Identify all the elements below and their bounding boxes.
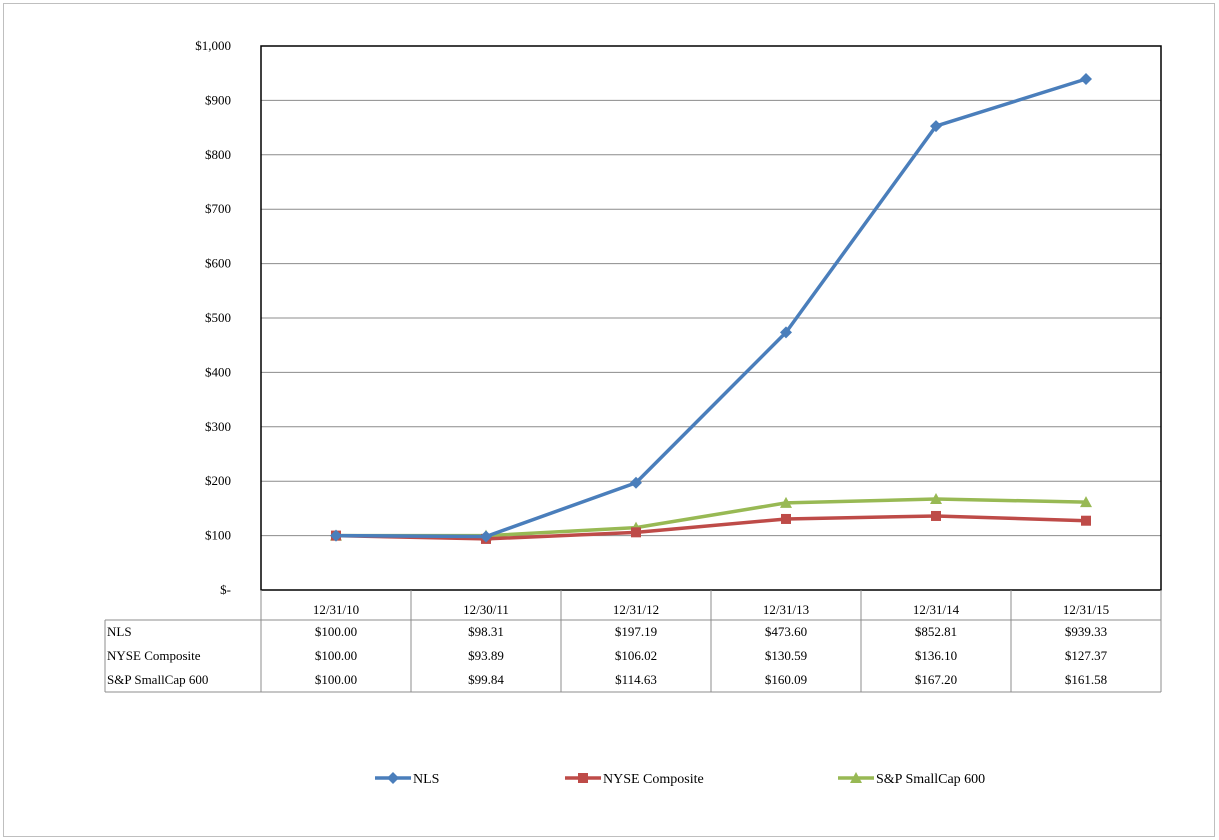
- table-series-name: S&P SmallCap 600: [107, 672, 208, 687]
- legend-label: NLS: [413, 772, 439, 787]
- y-tick-label: $300: [205, 419, 231, 434]
- table-cell-value: $852.81: [915, 624, 957, 639]
- legend: NLS NYSE Composite S&P SmallCap 600: [375, 772, 985, 787]
- x-category-label: 12/31/13: [763, 602, 809, 617]
- y-tick-label: $1,000: [195, 38, 231, 53]
- x-category-label: 12/30/11: [463, 602, 509, 617]
- x-category-label: 12/31/14: [913, 602, 960, 617]
- table-cell-value: $106.02: [615, 648, 657, 663]
- table-series-name: NYSE Composite: [107, 648, 201, 663]
- y-tick-label: $-: [220, 582, 231, 597]
- legend-marker: [387, 772, 399, 784]
- data-point: [931, 510, 941, 521]
- x-category-label: 12/31/10: [313, 602, 359, 617]
- data-point: [630, 476, 642, 489]
- y-tick-label: $200: [205, 473, 231, 488]
- data-point: [1080, 73, 1092, 86]
- legend-label: S&P SmallCap 600: [876, 772, 985, 787]
- y-tick-label: $700: [205, 201, 231, 216]
- data-point: [930, 120, 942, 133]
- series-line: [335, 77, 1087, 539]
- y-tick-label: $800: [205, 147, 231, 162]
- legend-marker: [850, 772, 862, 783]
- x-category-label: 12/31/15: [1063, 602, 1109, 617]
- table-cell-value: $473.60: [765, 624, 807, 639]
- data-table: 12/31/10 12/30/11 12/31/12 12/31/13 12/31/14…: [104, 590, 1162, 693]
- table-cell-value: $93.89: [468, 648, 504, 663]
- table-cell-value: $136.10: [915, 648, 957, 663]
- y-tick-label: $100: [205, 528, 231, 543]
- y-tick-label: $900: [205, 92, 231, 107]
- data-point: [930, 493, 942, 505]
- chart-frame: [3, 3, 1215, 837]
- series-nls: [330, 73, 1092, 543]
- data-point: [780, 496, 792, 508]
- table-cell-value: $100.00: [315, 648, 357, 663]
- legend-label: NYSE Composite: [603, 772, 704, 787]
- table-cell-value: $114.63: [615, 672, 657, 687]
- table-cell-value: $98.31: [468, 624, 504, 639]
- table-cell-value: $100.00: [315, 672, 357, 687]
- table-cell-value: $197.19: [615, 624, 657, 639]
- table-cell-value: $130.59: [765, 648, 807, 663]
- table-series-name: NLS: [107, 624, 132, 639]
- data-point: [631, 527, 641, 538]
- table-cell-value: $167.20: [915, 672, 957, 687]
- data-point: [330, 529, 342, 542]
- y-tick-label: $600: [205, 256, 231, 271]
- table-cell-value: $99.84: [468, 672, 504, 687]
- data-point: [1080, 496, 1092, 508]
- legend-marker: [578, 773, 588, 783]
- data-point: [480, 530, 492, 543]
- data-point: [1081, 515, 1091, 526]
- y-tick-label: $400: [205, 364, 231, 379]
- table-cell-value: $161.58: [1065, 672, 1107, 687]
- y-tick-label: $500: [205, 310, 231, 325]
- data-point: [781, 513, 791, 524]
- table-cell-value: $160.09: [765, 672, 807, 687]
- table-cell-value: $127.37: [1065, 648, 1108, 663]
- data-point: [780, 326, 792, 339]
- table-cell-value: $100.00: [315, 624, 357, 639]
- table-cell-value: $939.33: [1065, 624, 1107, 639]
- series-line: [335, 514, 1087, 541]
- x-category-label: 12/31/12: [613, 602, 659, 617]
